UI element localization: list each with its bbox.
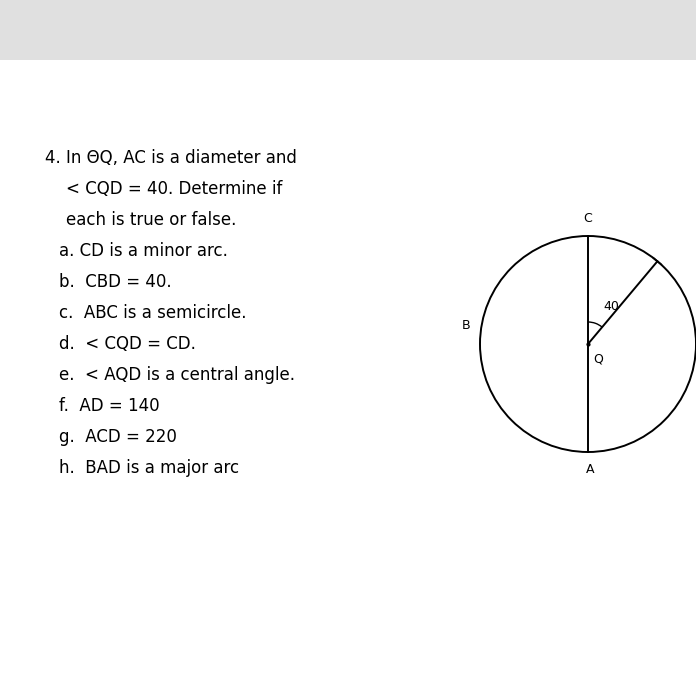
Text: < CQD = 40. Determine if: < CQD = 40. Determine if [45,180,283,198]
Text: c.  ABC is a semicircle.: c. ABC is a semicircle. [59,304,246,322]
Text: A: A [586,463,594,476]
Text: B: B [462,319,470,332]
Bar [0,0,696,60]
Text: b.  CBD = 40.: b. CBD = 40. [59,273,172,291]
Text: Q: Q [593,352,603,365]
Text: C: C [584,212,592,225]
Text: e.  < AQD is a central angle.: e. < AQD is a central angle. [59,366,295,384]
Text: g.  ACD = 220: g. ACD = 220 [59,428,177,446]
Text: each is true or false.: each is true or false. [45,211,237,229]
Text: 4. In ΘQ, AC is a diameter and: 4. In ΘQ, AC is a diameter and [45,149,297,167]
Text: 40: 40 [603,300,619,313]
Text: d.  < CQD = CD.: d. < CQD = CD. [59,335,196,353]
Text: h.  BAD is a major arc: h. BAD is a major arc [59,459,239,477]
Text: f.  AD = 140: f. AD = 140 [59,397,159,415]
Text: a. CD is a minor arc.: a. CD is a minor arc. [59,242,228,260]
